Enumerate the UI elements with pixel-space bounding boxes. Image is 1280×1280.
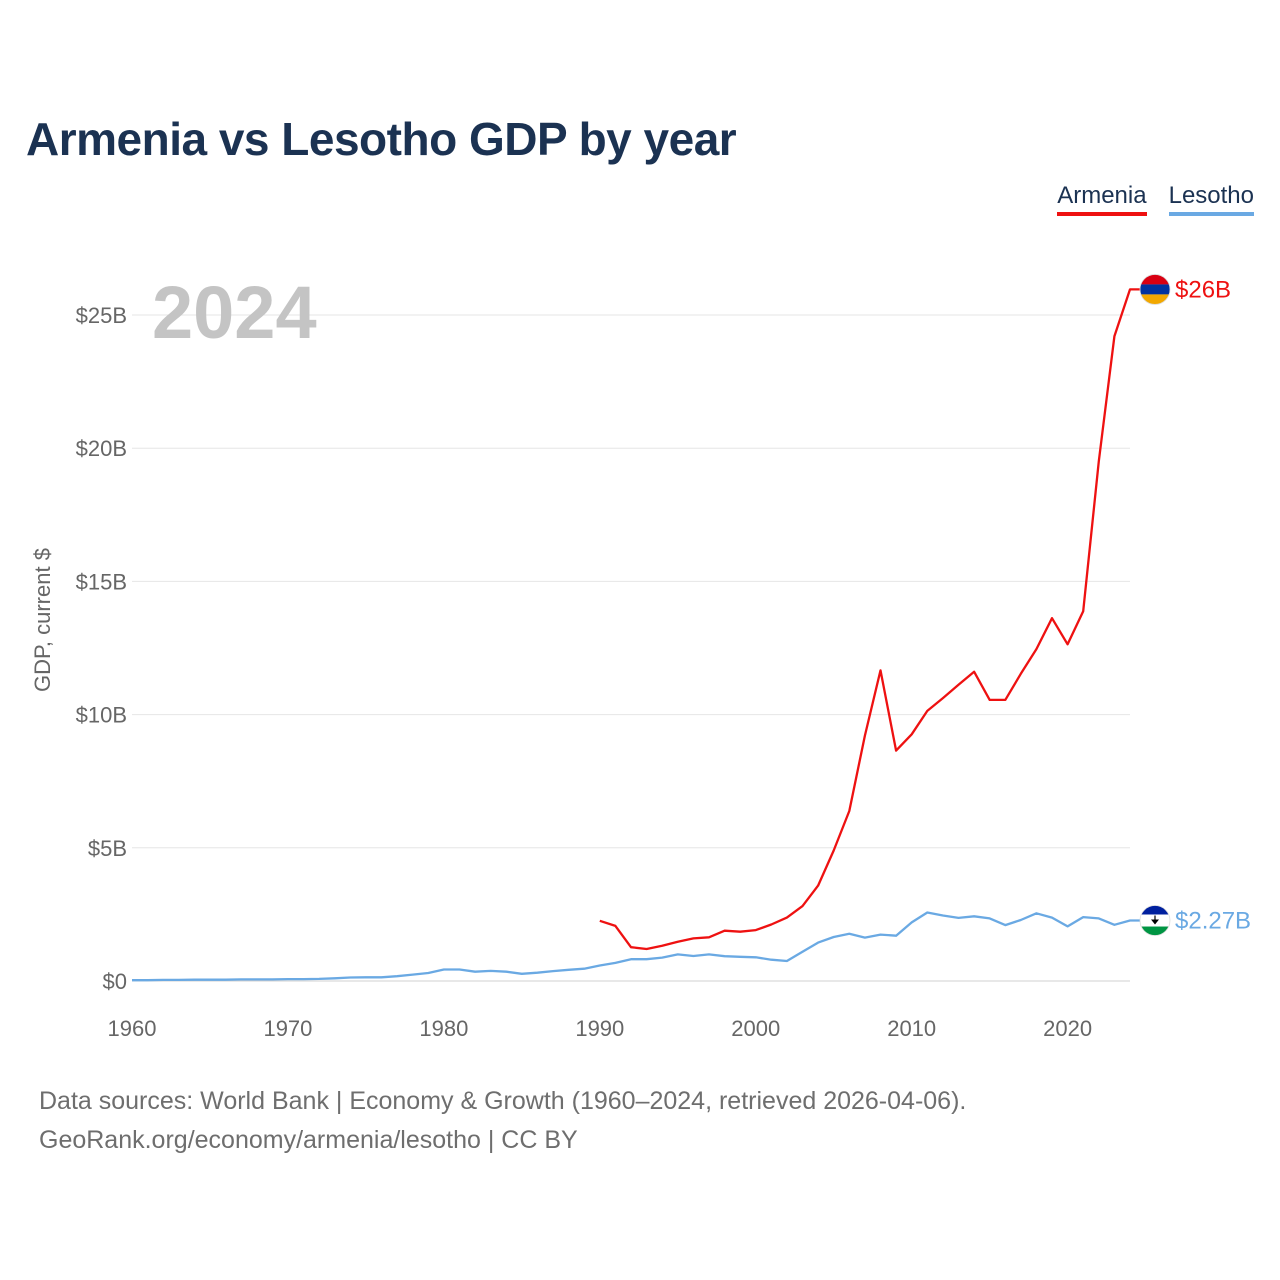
y-axis-label: GDP, current $ (30, 548, 55, 692)
footer-sources: Data sources: World Bank | Economy & Gro… (39, 1087, 967, 1115)
end-labels: $26B $2.27B (1139, 274, 1251, 936)
y-axis-ticks: $0 $5B $10B $15B $20B $25B (76, 303, 127, 994)
gridlines (132, 314, 1130, 982)
y-tick-label: $10B (76, 703, 127, 728)
y-tick-label: $25B (76, 303, 127, 328)
legend-item-lesotho[interactable]: Lesotho (1168, 182, 1254, 216)
y-tick-label: $5B (88, 836, 127, 861)
series-line-armenia[interactable] (599, 288, 1140, 951)
footer: Data sources: World Bank | Economy & Gro… (39, 1082, 966, 1160)
series (132, 288, 1140, 982)
legend: Armenia Lesotho (1057, 182, 1254, 216)
y-tick-label: $0 (103, 969, 127, 994)
y-tick-label: $20B (76, 436, 127, 461)
x-tick-label: 2010 (887, 1016, 936, 1041)
x-tick-label: 1960 (108, 1016, 157, 1041)
legend-item-armenia[interactable]: Armenia (1057, 182, 1147, 216)
series-line-lesotho[interactable] (132, 911, 1140, 982)
x-tick-label: 2020 (1043, 1016, 1092, 1041)
lesotho-flag-icon (1139, 905, 1171, 936)
x-tick-label: 1990 (575, 1016, 624, 1041)
year-watermark: 2024 (152, 271, 317, 354)
x-tick-label: 2000 (731, 1016, 780, 1041)
armenia-flag-icon (1139, 274, 1171, 305)
footer-attribution[interactable]: GeoRank.org/economy/armenia/lesotho | CC… (39, 1126, 578, 1154)
y-tick-label: $15B (76, 569, 127, 594)
x-tick-label: 1980 (419, 1016, 468, 1041)
end-label-armenia: $26B (1175, 276, 1231, 303)
x-axis-ticks: 1960 1970 1980 1990 2000 2010 2020 (108, 1016, 1093, 1041)
end-label-lesotho: $2.27B (1175, 908, 1251, 935)
chart-title: Armenia vs Lesotho GDP by year (26, 113, 737, 165)
x-tick-label: 1970 (263, 1016, 312, 1041)
